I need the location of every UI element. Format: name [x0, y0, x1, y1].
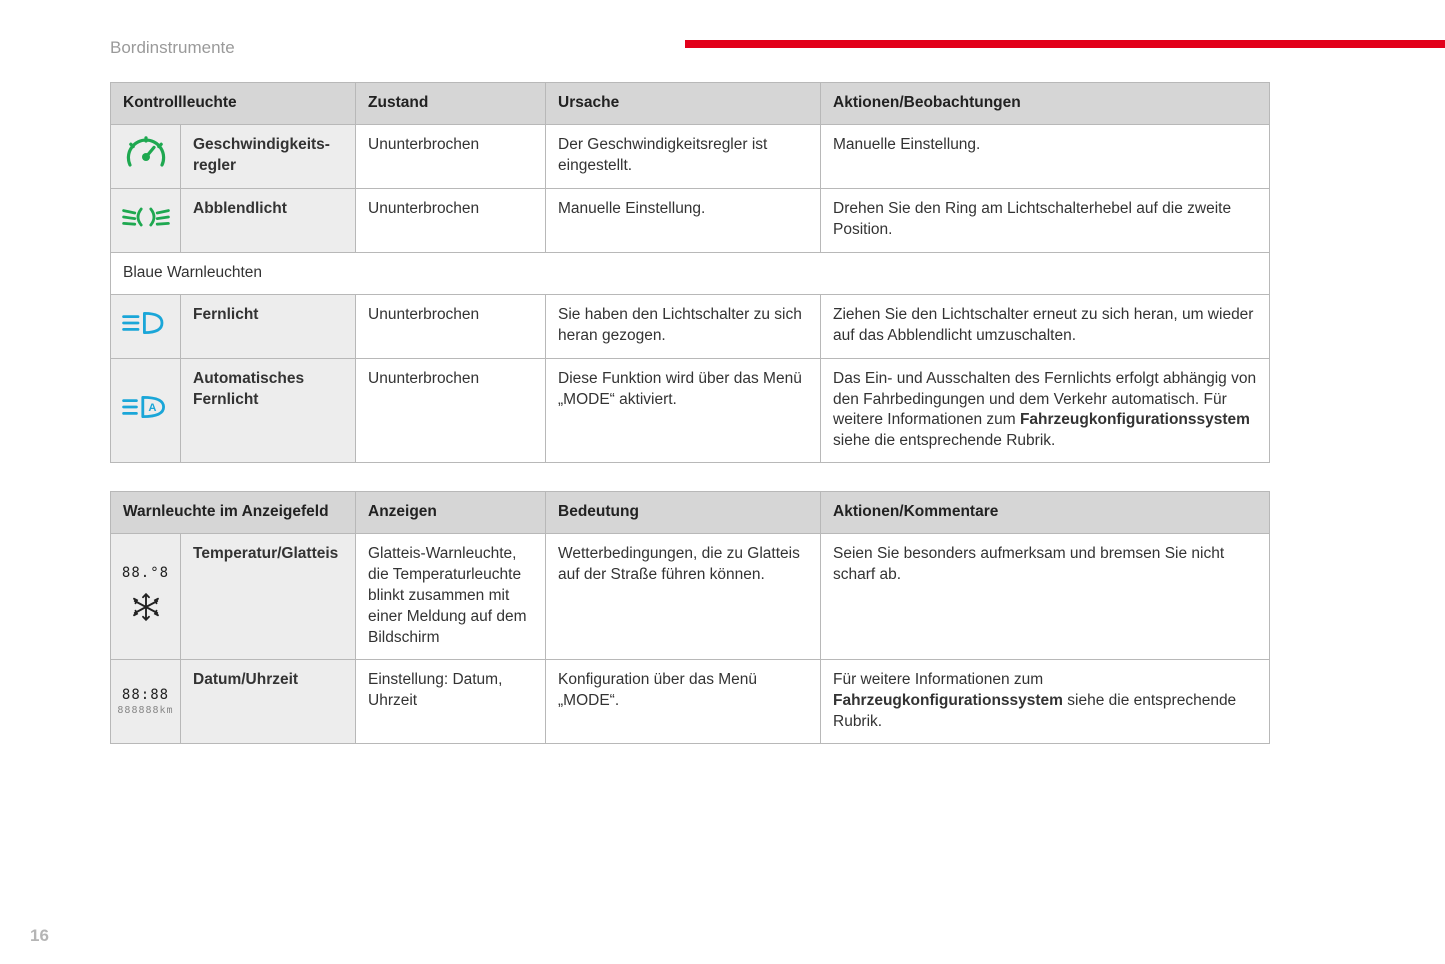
row-label: Fernlicht: [181, 294, 356, 358]
table-row: 88:88 888888km Datum/Uhrzeit Einstellung…: [111, 659, 1270, 743]
row-actions: Seien Sie besonders aufmerksam und brems…: [821, 534, 1270, 660]
table-header-row: Warnleuchte im Anzeigefeld Anzeigen Bede…: [111, 492, 1270, 534]
icon-cell: [111, 124, 181, 188]
warning-lights-table: Kontrollleuchte Zustand Ursache Aktionen…: [110, 82, 1270, 463]
table-row: Geschwindigkeits- regler Ununterbrochen …: [111, 124, 1270, 188]
row-cause: Sie haben den Lichtschalter zu sich hera…: [546, 294, 821, 358]
section-title: Bordinstrumente: [110, 38, 235, 58]
auto-high-beam-icon: A: [122, 387, 170, 427]
row-cause: Manuelle Einstellung.: [546, 188, 821, 252]
snowflake-icon: [131, 592, 161, 622]
col-header: Zustand: [356, 83, 546, 125]
col-header: Warnleuchte im Anzeigefeld: [111, 492, 356, 534]
table-row: A Automatisches Fernlicht Ununterbrochen…: [111, 358, 1270, 463]
row-actions: Drehen Sie den Ring am Lichtschalterhebe…: [821, 188, 1270, 252]
row-label: Temperatur/Glatteis: [181, 534, 356, 660]
segment-display-time: 88:88: [115, 686, 176, 704]
row-state: Ununterbrochen: [356, 124, 546, 188]
section-row: Blaue Warnleuchten: [111, 252, 1270, 294]
row-actions: Für weitere Informationen zum Fahrzeugko…: [821, 659, 1270, 743]
col-header: Aktionen/Kommentare: [821, 492, 1270, 534]
row-cause: Der Geschwindigkeitsregler ist eingestel…: [546, 124, 821, 188]
icon-cell: 88:88 888888km: [111, 659, 181, 743]
section-label: Blaue Warnleuchten: [111, 252, 1270, 294]
table-row: Fernlicht Ununterbrochen Sie haben den L…: [111, 294, 1270, 358]
table-row: Abblendlicht Ununterbrochen Manuelle Ein…: [111, 188, 1270, 252]
row-state: Ununterbrochen: [356, 358, 546, 463]
col-header: Aktionen/Beobachtungen: [821, 83, 1270, 125]
row-state: Glatteis-Warnleuchte, die Temperaturleuc…: [356, 534, 546, 660]
icon-cell: 88.°8: [111, 534, 181, 660]
row-state: Ununterbrochen: [356, 188, 546, 252]
table-row: 88.°8: [111, 534, 1270, 660]
content-area: Kontrollleuchte Zustand Ursache Aktionen…: [110, 82, 1270, 744]
row-label: Abblendlicht: [181, 188, 356, 252]
col-header: Kontrollleuchte: [111, 83, 356, 125]
row-state: Ununterbrochen: [356, 294, 546, 358]
row-cause: Diese Funktion wird über das Menü „MODE“…: [546, 358, 821, 463]
icon-cell: [111, 294, 181, 358]
col-header: Bedeutung: [546, 492, 821, 534]
row-label: Automatisches Fernlicht: [181, 358, 356, 463]
segment-display: 88.°8: [115, 564, 176, 582]
icon-cell: [111, 188, 181, 252]
display-panel-table: Warnleuchte im Anzeigefeld Anzeigen Bede…: [110, 491, 1270, 743]
high-beam-icon: [122, 303, 170, 343]
icon-cell: A: [111, 358, 181, 463]
page-number: 16: [30, 926, 49, 946]
accent-bar: [685, 40, 1445, 48]
row-cause: Konfiguration über das Menü „MODE“.: [546, 659, 821, 743]
svg-text:A: A: [148, 402, 156, 414]
segment-display-odo: 888888km: [115, 704, 176, 717]
row-state: Einstellung: Datum, Uhrzeit: [356, 659, 546, 743]
col-header: Ursache: [546, 83, 821, 125]
row-actions: Manuelle Einstellung.: [821, 124, 1270, 188]
col-header: Anzeigen: [356, 492, 546, 534]
row-label: Datum/Uhrzeit: [181, 659, 356, 743]
row-label: Geschwindigkeits- regler: [181, 124, 356, 188]
table-header-row: Kontrollleuchte Zustand Ursache Aktionen…: [111, 83, 1270, 125]
row-actions: Das Ein- und Ausschalten des Fernlichts …: [821, 358, 1270, 463]
low-beam-icon: [122, 197, 170, 237]
row-cause: Wetterbedingungen, die zu Glatteis auf d…: [546, 534, 821, 660]
cruise-control-icon: [122, 133, 170, 173]
row-actions: Ziehen Sie den Lichtschalter erneut zu s…: [821, 294, 1270, 358]
